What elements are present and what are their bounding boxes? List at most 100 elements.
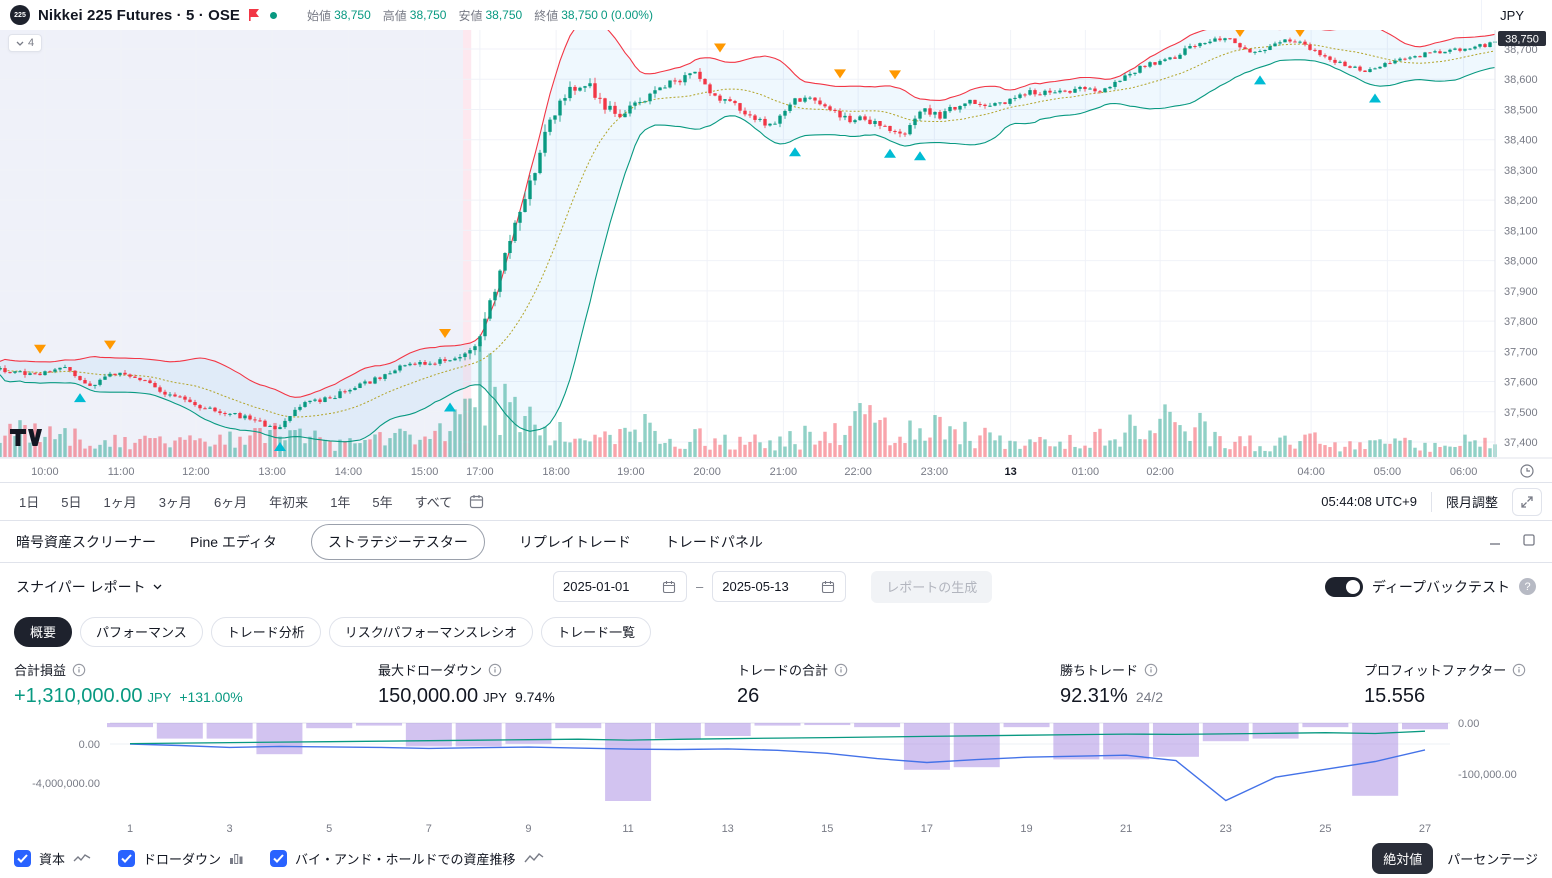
range-buttons: 1日 5日 1ヶ月 3ヶ月 6ヶ月 年初来 1年 5年 すべて [10, 487, 461, 516]
svg-text:15:00: 15:00 [411, 466, 439, 478]
info-icon[interactable] [72, 663, 86, 677]
svg-text:13: 13 [722, 823, 734, 835]
range-button-5[interactable]: 年初来 [269, 495, 309, 510]
report-tab-2[interactable]: トレード分析 [210, 616, 321, 647]
panel-tab-1[interactable]: Pine エディタ [190, 533, 277, 550]
trend-line-icon [523, 852, 545, 864]
legend-item-0[interactable]: 資本 [14, 849, 92, 868]
buy-marker [789, 147, 801, 157]
grid [0, 30, 1495, 458]
checkbox-checked[interactable] [14, 849, 31, 867]
stat-label-text: トレードの合計 [737, 663, 829, 678]
goto-date-icon[interactable] [469, 494, 486, 510]
report-tab-0[interactable]: 概要 [14, 616, 73, 647]
report-selector[interactable]: スナイパー レポート [16, 577, 162, 597]
stat-value: 15.556 [1364, 685, 1426, 707]
equity-chart[interactable]: 1 3 5 7 9 11 13 15 17 19 21 23 25 270.00-4,000,000.00… [0, 710, 1552, 840]
svg-text:38,300: 38,300 [1504, 165, 1538, 177]
checkbox-checked[interactable] [118, 849, 136, 867]
symbol-title[interactable]: Nikkei 225 Futures · 5 · OSE [38, 6, 241, 24]
buy-marker [1254, 75, 1266, 85]
deep-backtest-toggle[interactable] [1324, 576, 1363, 597]
panel-tab-3[interactable]: リプレイトレード [518, 533, 631, 550]
panel-tab-4[interactable]: トレードパネル [664, 533, 763, 550]
panel-maximize-icon[interactable] [1522, 533, 1536, 550]
indicator-count: 4 [28, 37, 35, 49]
info-icon[interactable] [488, 663, 502, 677]
range-button-0[interactable]: 1日 [19, 495, 40, 510]
range-button-3[interactable]: 3ヶ月 [158, 495, 192, 510]
info-icon[interactable] [834, 663, 848, 677]
currency-button[interactable]: JPY [1481, 0, 1542, 30]
report-tabs: 概要 パフォーマンス トレード分析 リスク/パフォーマンスレシオ トレード一覧 [0, 610, 1552, 653]
svg-text:7: 7 [426, 823, 432, 835]
report-tab-4[interactable]: トレード一覧 [541, 616, 652, 647]
stat-label-text: 最大ドローダウン [378, 663, 483, 678]
price-chart[interactable]: 38,700 38,600 38,500 38,400 38,300 38,200 38,1… [0, 30, 1552, 482]
stat-max-drawdown: 最大ドローダウン 150,000.00 JPY 9.74% [378, 655, 737, 710]
ohlc-label-open: 始値 [307, 8, 332, 23]
percentage-mode-button[interactable]: パーセンテージ [1447, 851, 1538, 867]
indicators-collapse-chip[interactable]: 4 [8, 34, 43, 52]
date-from-value: 2025-01-01 [563, 579, 630, 594]
trade-axis: 1 3 5 7 9 11 13 15 17 19 21 23 25 27 [127, 823, 1431, 835]
panel-tab-0[interactable]: 暗号資産スクリーナー [16, 533, 156, 550]
report-tab-1[interactable]: パフォーマンス [80, 616, 203, 647]
checkbox-checked[interactable] [270, 849, 288, 867]
stat-label-text: 合計損益 [14, 663, 67, 678]
range-button-6[interactable]: 1年 [330, 495, 351, 510]
stat-label-text: 勝ちトレード [1060, 663, 1139, 678]
legend-label: 資本 [39, 851, 66, 867]
date-range-separator: – [696, 579, 704, 594]
svg-text:01:00: 01:00 [1072, 466, 1100, 478]
legend-label: バイ・アンド・ホールドでの資産推移 [295, 851, 516, 867]
pane-expand-icon[interactable] [1512, 487, 1542, 516]
report-tab-3[interactable]: リスク/パフォーマンスレシオ [328, 616, 534, 647]
range-button-7[interactable]: 5年 [372, 495, 393, 510]
last-price-badge [1498, 31, 1546, 46]
timezone-clock-icon [1520, 464, 1534, 478]
svg-text:38,100: 38,100 [1504, 225, 1538, 237]
equity-legend-bar: 資本 ドローダウン バイ・アンド・ホールドでの資産推移 絶対値 パーセンテージ [0, 840, 1552, 876]
help-icon[interactable]: ? [1519, 578, 1536, 595]
calendar-icon [662, 580, 676, 593]
ohlc-label-high: 高値 [382, 8, 407, 23]
session-clock[interactable]: 05:44:08 UTC+9 [1321, 494, 1417, 509]
svg-text:13: 13 [1004, 466, 1016, 478]
svg-text:23:00: 23:00 [921, 466, 949, 478]
date-to-input[interactable]: 2025-05-13 [712, 571, 847, 602]
stat-profit-factor: プロフィットファクター 15.556 [1364, 655, 1538, 710]
stat-sub: 24/2 [1135, 689, 1164, 705]
candles [0, 36, 1497, 430]
sell-marker [34, 344, 46, 354]
deep-backtest-label: ディープバックテスト [1371, 578, 1510, 595]
legend-item-1[interactable]: ドローダウン [118, 849, 244, 868]
buy-marker [444, 402, 456, 412]
svg-text:21: 21 [1120, 823, 1132, 835]
panel-tab-2[interactable]: ストラテジーテスター [310, 523, 485, 560]
price-chart-area[interactable]: 38,700 38,600 38,500 38,400 38,300 38,200 38,1… [0, 30, 1552, 482]
sell-marker [1235, 30, 1245, 37]
date-from-input[interactable]: 2025-01-01 [553, 571, 687, 602]
svg-text:1: 1 [127, 823, 133, 835]
svg-text:10:00: 10:00 [31, 466, 59, 478]
svg-text:38,500: 38,500 [1504, 104, 1538, 116]
contract-adjust-button[interactable]: 限月調整 [1445, 495, 1498, 510]
range-button-4[interactable]: 6ヶ月 [213, 495, 248, 510]
flag-icon[interactable] [248, 8, 260, 22]
range-button-8[interactable]: すべて [414, 495, 453, 510]
range-button-1[interactable]: 5日 [61, 495, 82, 510]
info-icon[interactable] [1144, 663, 1158, 677]
sell-marker [104, 340, 116, 350]
absolute-mode-button[interactable]: 絶対値 [1372, 842, 1434, 874]
buy-marker [884, 148, 896, 158]
info-icon[interactable] [1512, 663, 1526, 677]
symbol-logo: 225 [10, 5, 30, 25]
chevron-down-icon [153, 584, 162, 589]
legend-item-2[interactable]: バイ・アンド・ホールドでの資産推移 [270, 849, 544, 868]
symbol-logo-text: 225 [14, 11, 26, 19]
generate-report-button[interactable]: レポートの生成 [871, 570, 993, 603]
panel-minimize-icon[interactable] [1488, 533, 1502, 550]
session-break-shade [463, 30, 472, 458]
range-button-2[interactable]: 1ヶ月 [103, 495, 137, 510]
